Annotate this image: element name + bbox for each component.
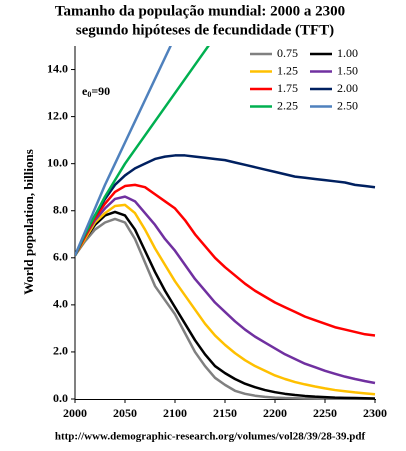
- annotation-base: e: [82, 84, 88, 98]
- chart-subtitle: segundo hipóteses de fecundidade (TFT): [76, 22, 334, 38]
- x-tick-label: 2100: [163, 406, 187, 420]
- y-tick-label: 8.0: [53, 202, 68, 216]
- series-line: [75, 46, 172, 256]
- legend-label: 1.75: [277, 81, 298, 95]
- series-line: [75, 183, 376, 337]
- plot-lines: [75, 46, 376, 400]
- y-tick-label: 14.0: [47, 61, 68, 75]
- x-tick-label: 2200: [263, 406, 287, 420]
- x-tick-label: 2300: [363, 406, 387, 420]
- y-tick-label: 0.0: [53, 391, 68, 405]
- y-axis-label: World population, billions: [21, 149, 36, 295]
- series-line: [75, 154, 376, 256]
- legend-label: 1.25: [277, 63, 298, 77]
- x-tick-label: 2050: [113, 406, 137, 420]
- legend-label: 1.00: [337, 46, 358, 60]
- series-line: [75, 217, 376, 400]
- x-tick-label: 2150: [213, 406, 237, 420]
- x-tick-label: 2250: [313, 406, 337, 420]
- y-tick-label: 6.0: [53, 250, 68, 264]
- annotation-sub: 0: [87, 90, 91, 99]
- legend-label: 1.50: [337, 63, 358, 77]
- source: http://www.demographic-research.org/volu…: [55, 431, 366, 443]
- y-tick-label: 10.0: [47, 155, 68, 169]
- series-line: [75, 195, 376, 385]
- legend-label: 2.00: [337, 81, 358, 95]
- y-tick-label: 2.0: [53, 344, 68, 358]
- series-line: [75, 210, 376, 400]
- y-tick-label: 12.0: [47, 108, 68, 122]
- series-line: [75, 46, 210, 256]
- chart-title: Tamanho da população mundial: 2000 a 230…: [55, 3, 345, 19]
- legend-label: 0.75: [277, 46, 298, 60]
- annotation-rest: =90: [91, 84, 110, 98]
- series-line: [75, 203, 376, 396]
- x-tick-label: 2000: [63, 406, 87, 420]
- y-tick-label: 4.0: [53, 297, 68, 311]
- legend-label: 2.50: [337, 98, 358, 112]
- legend-label: 2.25: [277, 98, 298, 112]
- annotation: e0=90: [82, 84, 110, 99]
